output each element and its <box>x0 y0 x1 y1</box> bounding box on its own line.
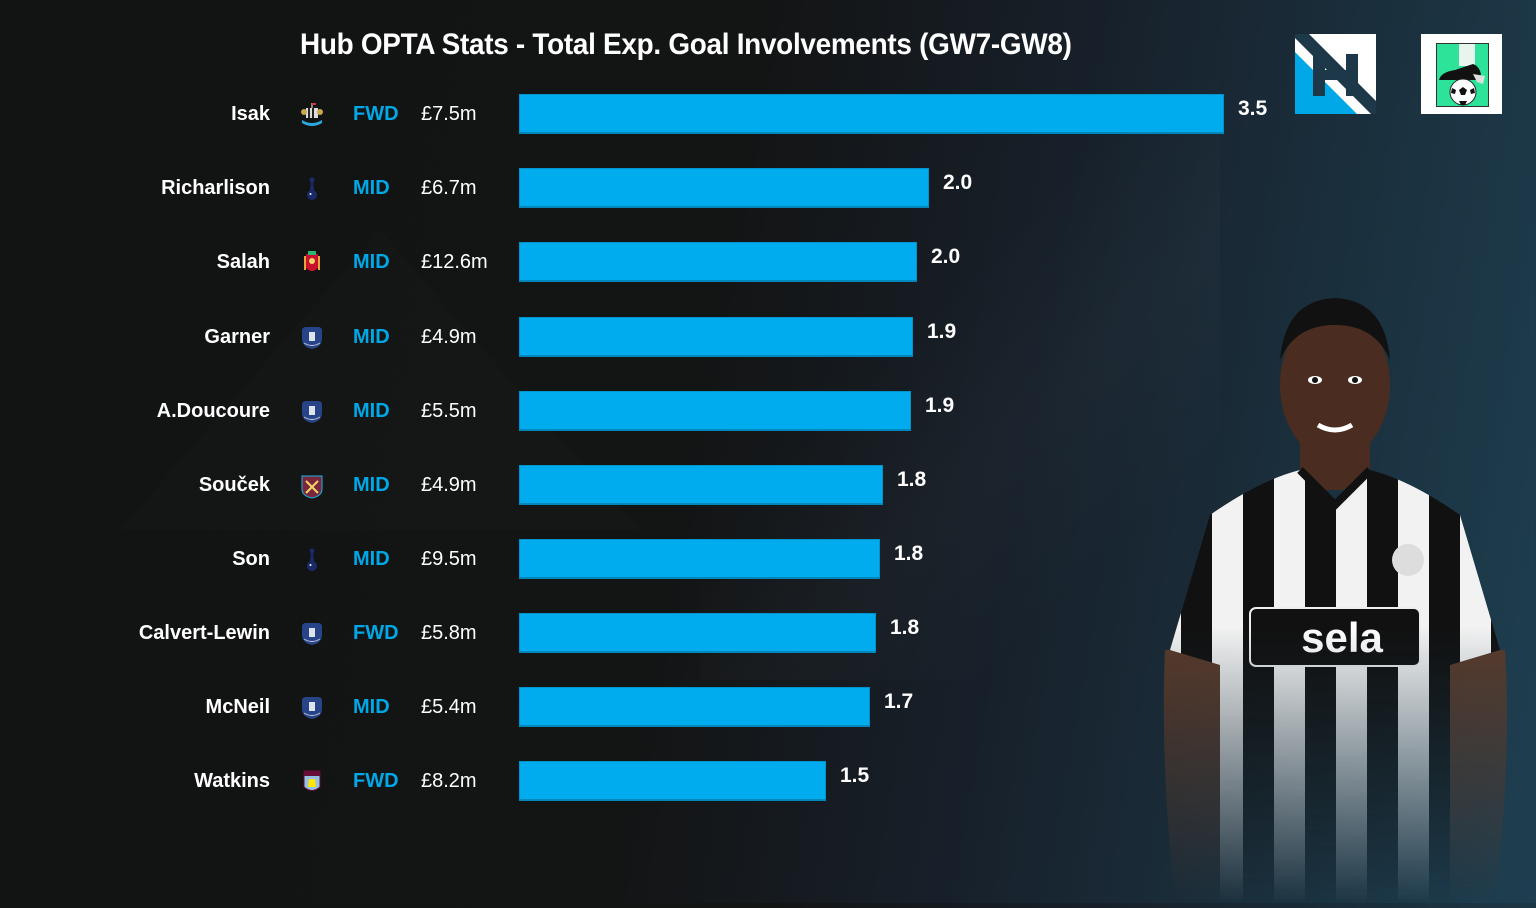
player-price: £7.5m <box>421 103 477 125</box>
liverpool-crest-icon <box>300 250 324 276</box>
value-bar <box>519 687 870 727</box>
value-bar <box>519 391 911 431</box>
player-position: MID <box>353 326 390 348</box>
player-price: £8.2m <box>421 770 477 792</box>
player-price: £4.9m <box>421 326 477 348</box>
player-price: £5.5m <box>421 400 477 422</box>
player-name: A.Doucoure <box>156 400 270 422</box>
value-label: 3.5 <box>1238 97 1268 120</box>
value-bar <box>519 761 826 801</box>
westham-crest-icon <box>300 473 324 499</box>
chart-row: A.Doucoure MID £5.5m 1.9 <box>0 391 1300 431</box>
everton-crest-icon <box>300 399 324 425</box>
player-name: Watkins <box>194 770 270 792</box>
player-position: MID <box>353 696 390 718</box>
chart-row: Isak FWD £7.5m 3.5 <box>0 94 1300 134</box>
player-price: £9.5m <box>421 548 477 570</box>
value-label: 1.8 <box>897 468 927 491</box>
player-position: FWD <box>353 103 399 125</box>
value-label: 1.8 <box>890 616 920 639</box>
value-bar <box>519 613 876 653</box>
player-name: McNeil <box>205 696 270 718</box>
chart-row: Son MID £9.5m 1.8 <box>0 539 1300 579</box>
tottenham-crest-icon <box>300 176 324 202</box>
value-bar <box>519 465 883 505</box>
player-position: MID <box>353 548 390 570</box>
player-name: Son <box>232 548 270 570</box>
value-label: 1.8 <box>894 542 924 565</box>
player-name: Souček <box>198 474 270 496</box>
player-position: FWD <box>353 622 399 644</box>
player-name: Garner <box>204 326 270 348</box>
everton-crest-icon <box>300 621 324 647</box>
value-label: 2.0 <box>931 245 961 268</box>
player-name: Calvert-Lewin <box>138 622 270 644</box>
boot-logo <box>1421 34 1502 114</box>
chart-row: Calvert-Lewin FWD £5.8m 1.8 <box>0 613 1300 653</box>
player-name: Isak <box>231 103 270 125</box>
chart-row: Richarlison MID £6.7m 2.0 <box>0 168 1300 208</box>
value-label: 1.7 <box>884 690 914 713</box>
player-name: Richarlison <box>161 177 270 199</box>
player-position: MID <box>353 177 390 199</box>
player-price: £6.7m <box>421 177 477 199</box>
value-bar <box>519 317 913 357</box>
everton-crest-icon <box>300 695 324 721</box>
player-name: Salah <box>216 251 270 273</box>
value-bar <box>519 242 917 282</box>
chart-row: Souček MID £4.9m 1.8 <box>0 465 1300 505</box>
featured-player-photo: sela <box>1150 290 1520 903</box>
chart-title: Hub OPTA Stats - Total Exp. Goal Involve… <box>300 28 1072 61</box>
player-position: MID <box>353 474 390 496</box>
player-price: £4.9m <box>421 474 477 496</box>
chart-row: Salah MID £12.6m 2.0 <box>0 242 1300 282</box>
player-price: £12.6m <box>421 251 488 273</box>
player-position: FWD <box>353 770 399 792</box>
value-label: 1.5 <box>840 764 870 787</box>
player-position: MID <box>353 400 390 422</box>
value-bar <box>519 168 929 208</box>
player-position: MID <box>353 251 390 273</box>
chart-row: Watkins FWD £8.2m 1.5 <box>0 761 1300 801</box>
value-label: 1.9 <box>927 320 957 343</box>
hub-logo-icon <box>1295 34 1376 114</box>
shirt-sponsor: sela <box>1301 614 1383 661</box>
tottenham-crest-icon <box>300 547 324 573</box>
chart-row: McNeil MID £5.4m 1.7 <box>0 687 1300 727</box>
chart-row: Garner MID £4.9m 1.9 <box>0 317 1300 357</box>
player-price: £5.4m <box>421 696 477 718</box>
boot-logo-background <box>1436 43 1489 107</box>
player-price: £5.8m <box>421 622 477 644</box>
value-bar <box>519 539 880 579</box>
everton-crest-icon <box>300 325 324 351</box>
value-label: 2.0 <box>943 171 973 194</box>
astonvilla-crest-icon <box>300 769 324 795</box>
newcastle-crest-icon <box>300 102 324 128</box>
football-boot-icon <box>1439 44 1485 106</box>
value-bar <box>519 94 1224 134</box>
value-label: 1.9 <box>925 394 955 417</box>
